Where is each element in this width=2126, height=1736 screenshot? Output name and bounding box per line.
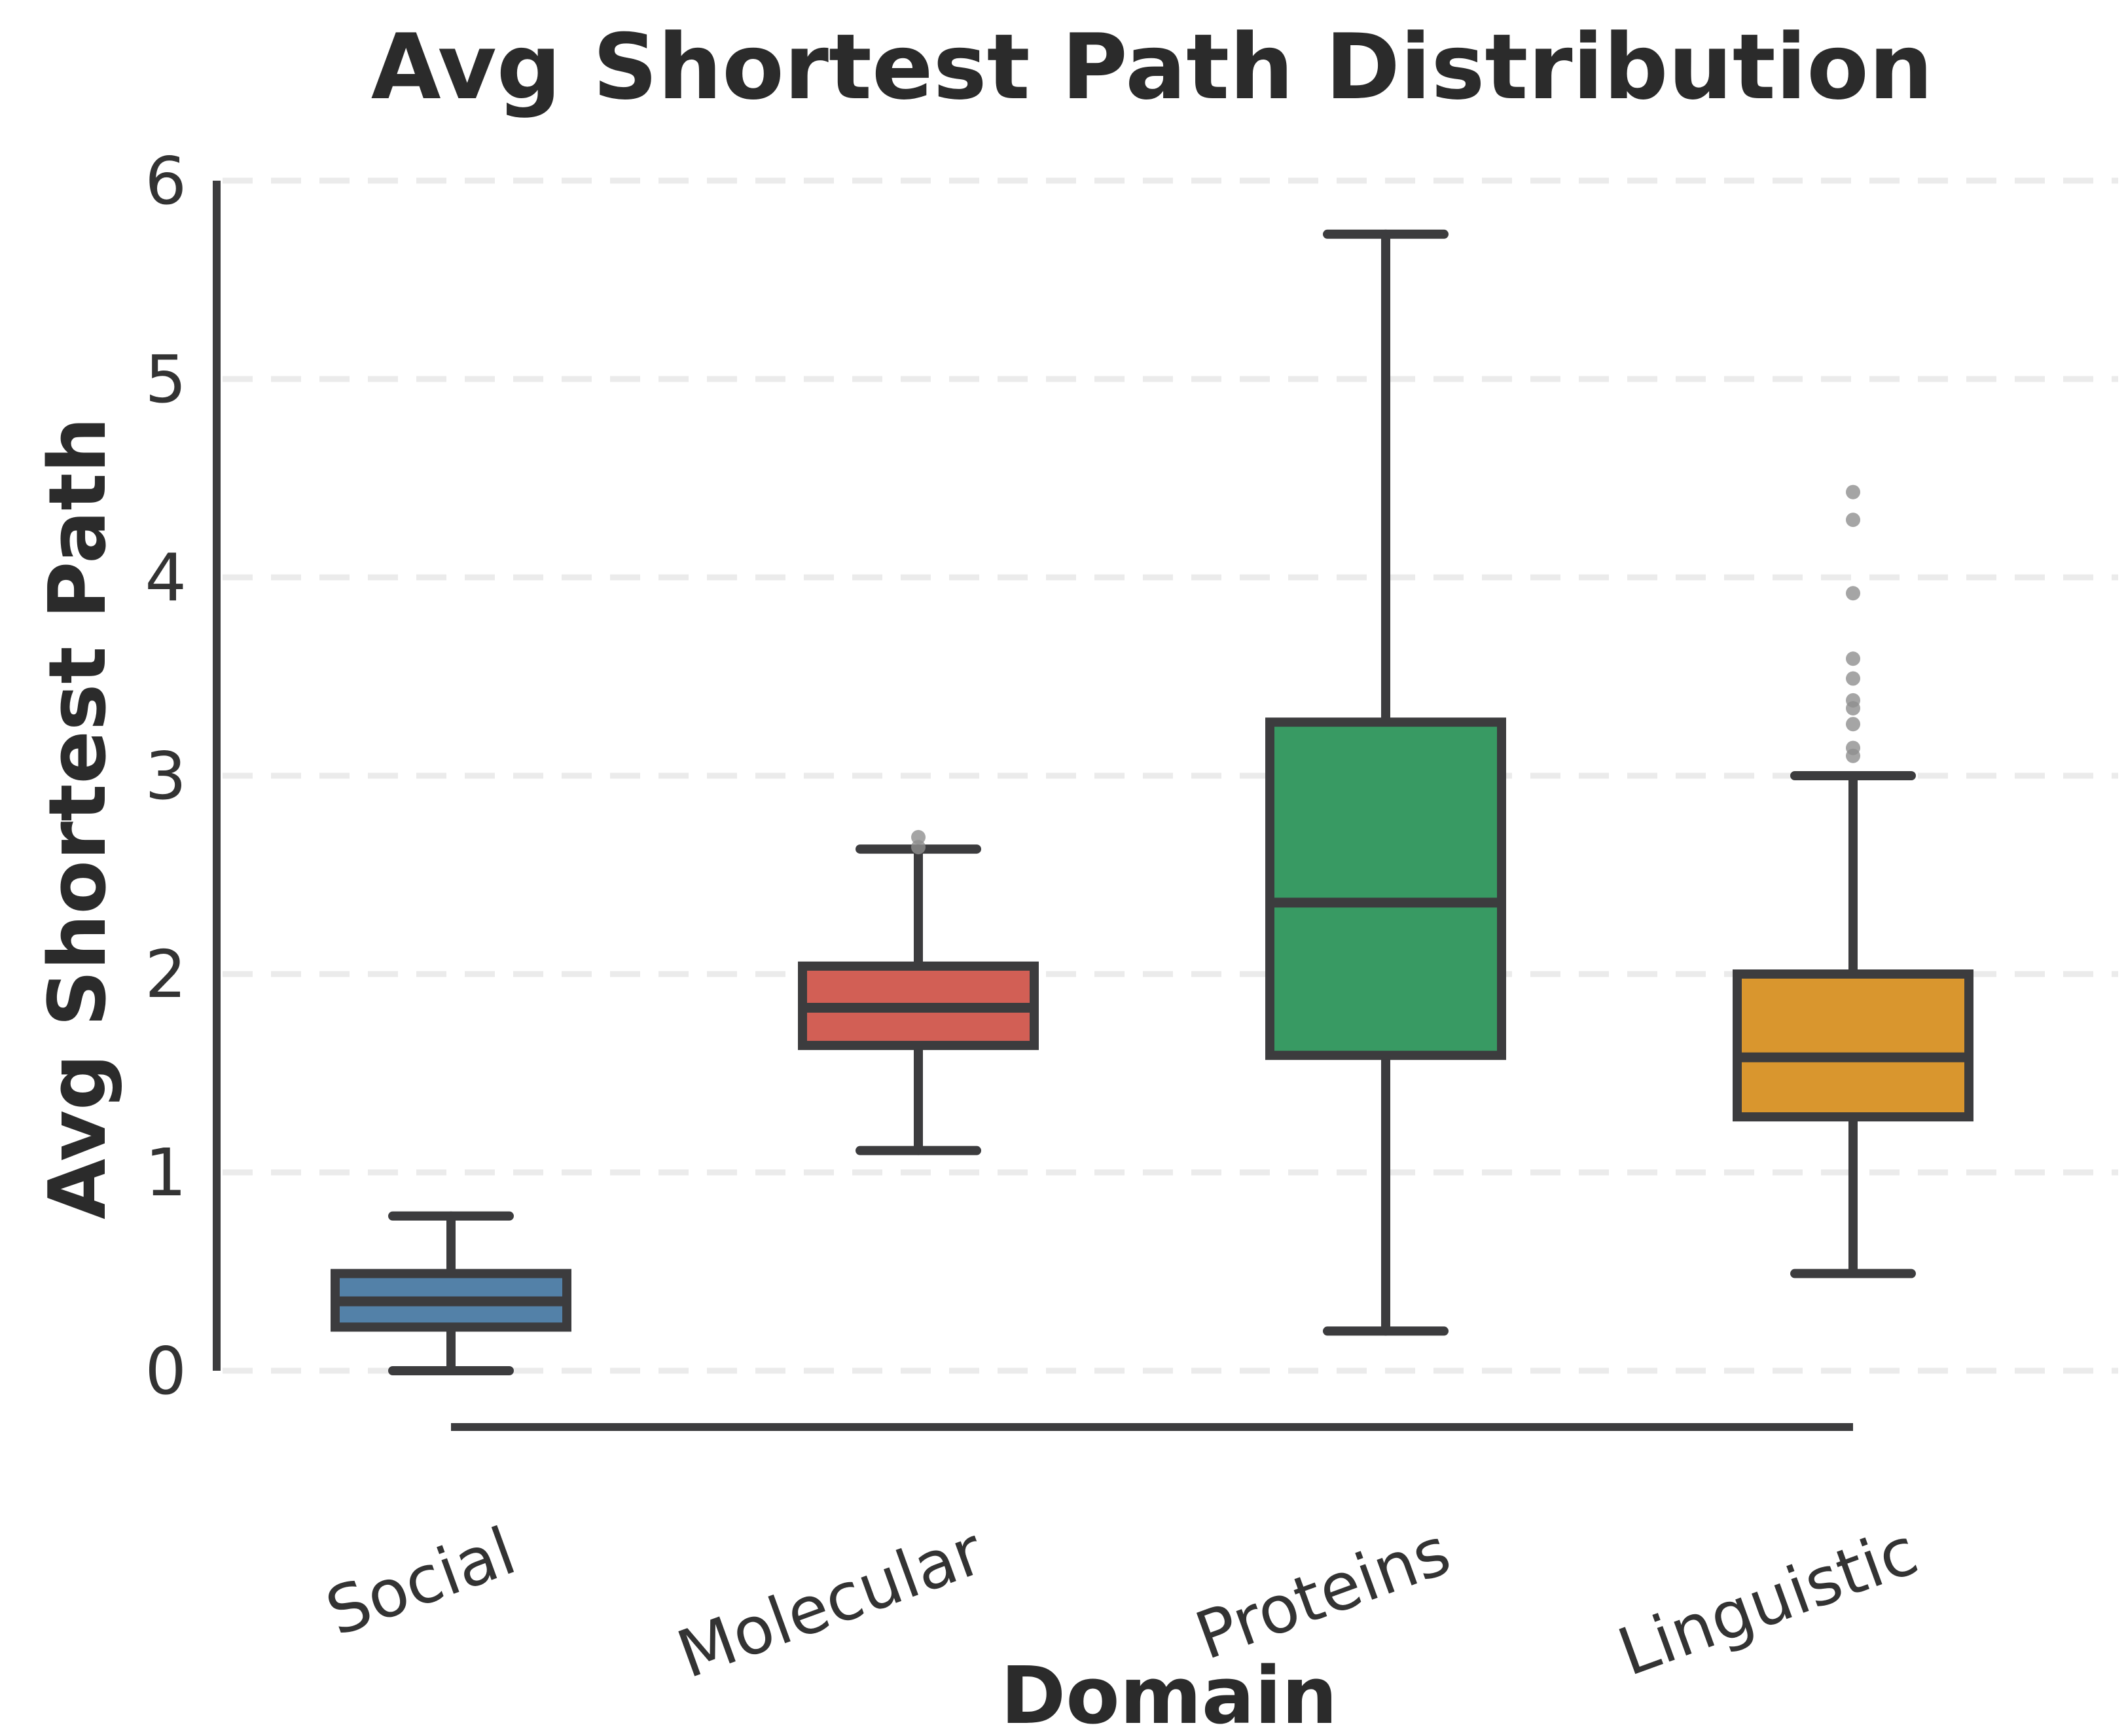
y-tick-label-2: 2 [145, 936, 187, 1013]
outlier-point-0 [911, 840, 926, 855]
y-tick-label-1: 1 [145, 1134, 187, 1211]
box-proteins [1265, 229, 1506, 1336]
y-axis-label: Avg Shortest Path [33, 417, 124, 1220]
outlier-point-9 [1846, 484, 1860, 499]
y-tick-label-3: 3 [145, 738, 187, 814]
box-social [331, 1211, 571, 1375]
chart-title: Avg Shortest Path Distribution [371, 14, 1933, 120]
y-tick-label-6: 6 [145, 143, 187, 219]
x-tick-label-molecular: Molecular [668, 1512, 993, 1693]
x-axis-label: Domain [1001, 1651, 1338, 1736]
box-linguistic [1733, 484, 1973, 1278]
iqr-box [1733, 969, 1973, 1122]
y-tick-label-0: 0 [145, 1333, 187, 1409]
boxes-layer [331, 229, 1973, 1375]
x-tick-label-social: Social [317, 1513, 526, 1651]
outlier-point-5 [1846, 671, 1860, 686]
x-tick-label-linguistic: Linguistic [1608, 1513, 1927, 1691]
outlier-point-2 [1846, 717, 1860, 732]
spines-layer [213, 181, 1853, 1431]
y-tick-label-5: 5 [145, 341, 187, 418]
iqr-box [1265, 717, 1506, 1060]
gridlines-layer [223, 177, 2118, 1374]
outlier-point-6 [1846, 651, 1860, 666]
outlier-point-8 [1846, 513, 1860, 528]
box-molecular [798, 829, 1039, 1155]
outlier-point-4 [1846, 693, 1860, 708]
outlier-point-1 [911, 829, 926, 844]
y-tick-label-4: 4 [145, 539, 187, 616]
outlier-point-7 [1846, 586, 1860, 601]
outlier-point-1 [1846, 740, 1860, 755]
